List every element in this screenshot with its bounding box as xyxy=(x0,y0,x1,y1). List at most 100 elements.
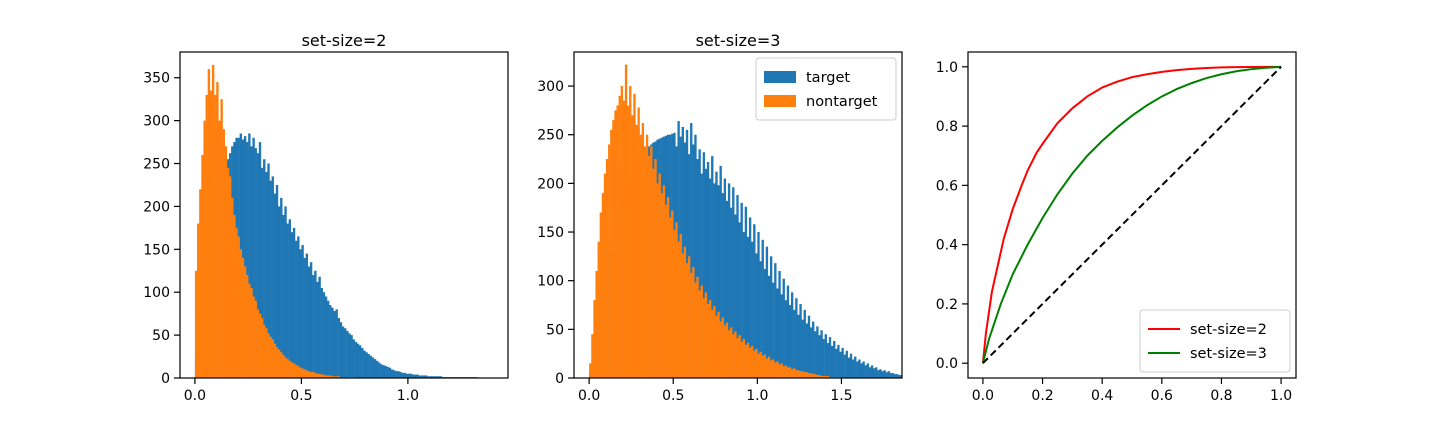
hist-bar xyxy=(290,362,294,378)
hist-bar xyxy=(265,172,268,378)
hist-bar xyxy=(694,134,697,378)
y-tick-label: 250 xyxy=(537,128,564,144)
hist-bar xyxy=(769,256,773,378)
hist-bar xyxy=(320,287,323,378)
hist-bar xyxy=(740,341,743,378)
axes-frame xyxy=(179,51,509,379)
plot-area xyxy=(194,64,479,378)
hist-bar xyxy=(711,156,714,378)
y-tick-label: 300 xyxy=(143,114,170,130)
hist-bar xyxy=(335,376,338,378)
hist-bar xyxy=(891,373,895,378)
y-tick-label: 50 xyxy=(152,328,170,344)
hist-bar xyxy=(648,156,651,378)
hist-bar xyxy=(755,253,758,378)
hist-bar xyxy=(776,361,779,378)
hist-bar xyxy=(324,375,328,378)
hist-bar xyxy=(216,82,219,378)
legend: target nontarget xyxy=(755,57,897,121)
hist-bar xyxy=(702,152,706,378)
hist-bar xyxy=(414,374,417,378)
hist-bar xyxy=(292,363,296,378)
hist-bar xyxy=(267,163,270,378)
hist-bar xyxy=(828,337,832,378)
y-tick-label: 0.4 xyxy=(936,238,958,254)
hist-bar xyxy=(382,365,385,378)
hist-bar xyxy=(233,215,236,378)
hist-bar xyxy=(894,374,897,378)
hist-bar xyxy=(365,352,368,378)
hist-bar xyxy=(700,285,703,378)
hist-bar xyxy=(757,353,760,378)
hist-bar xyxy=(203,120,206,378)
hist-bar xyxy=(331,376,334,378)
hist-bar xyxy=(254,148,257,378)
hist-bar xyxy=(626,105,630,378)
hist-bar xyxy=(719,321,722,378)
x-tick-label: 1.0 xyxy=(397,388,419,404)
hist-bar xyxy=(243,266,247,378)
hist-bar xyxy=(706,304,710,378)
hist-bar xyxy=(222,129,225,378)
hist-bar xyxy=(786,367,790,378)
hist-bar xyxy=(277,349,281,378)
hist-bar xyxy=(384,365,387,378)
hist-bar xyxy=(397,371,400,378)
hist-bar xyxy=(235,227,238,378)
hist-bar xyxy=(751,241,754,378)
hist-bar xyxy=(277,206,281,378)
legend-box xyxy=(1139,309,1291,373)
hist-bar xyxy=(288,219,291,378)
hist-bar xyxy=(616,105,619,378)
hist-bar xyxy=(755,348,758,378)
hist-bar xyxy=(624,64,628,378)
hist-bar xyxy=(280,197,283,378)
hist-bar xyxy=(784,365,788,378)
hist-bar xyxy=(207,69,211,378)
hist-bar xyxy=(761,239,764,378)
hist-bar xyxy=(765,358,769,378)
hist-bar xyxy=(399,371,402,378)
hist-bar xyxy=(782,278,785,378)
x-tick-label: 1.0 xyxy=(1270,388,1292,404)
hist-bar xyxy=(748,217,752,378)
hist-bar xyxy=(774,263,777,378)
hist-bar xyxy=(721,317,724,378)
hist-bar xyxy=(683,246,687,378)
x-tick-label: 0.5 xyxy=(662,388,684,404)
hist-bar xyxy=(711,309,714,378)
hist-bar xyxy=(807,373,811,378)
hist-bar xyxy=(784,300,788,378)
hist-bar xyxy=(309,262,313,378)
hist-bar xyxy=(694,282,697,378)
hist-bar xyxy=(433,376,436,378)
hist-bar xyxy=(799,371,802,378)
hist-bar xyxy=(295,365,298,378)
hist-bar xyxy=(851,359,855,378)
hist-bar xyxy=(405,373,409,378)
hist-bar xyxy=(316,373,319,378)
hist-bar xyxy=(386,366,389,378)
hist-bar xyxy=(263,324,266,378)
hist-bar xyxy=(254,300,257,378)
hist-bar xyxy=(350,335,353,378)
hist-bar xyxy=(280,352,283,378)
hist-bar xyxy=(685,263,689,378)
hist-bar xyxy=(303,257,306,378)
hist-bar xyxy=(622,100,626,378)
hist-bar xyxy=(812,374,815,378)
hist-bar xyxy=(753,224,756,378)
y-tick-label: 0.0 xyxy=(936,356,958,372)
hist-bar xyxy=(318,373,321,378)
hist-bar xyxy=(822,376,825,378)
hist-bar xyxy=(725,200,729,378)
hist-bar xyxy=(772,282,775,378)
hist-bar xyxy=(312,275,315,378)
hist-bar xyxy=(209,90,213,378)
hist-bar xyxy=(767,275,771,378)
hist-bar xyxy=(669,217,672,378)
hist-bar xyxy=(692,144,695,378)
hist-bar xyxy=(774,362,777,378)
hist-bar xyxy=(275,184,279,378)
hist-bar xyxy=(866,363,870,378)
